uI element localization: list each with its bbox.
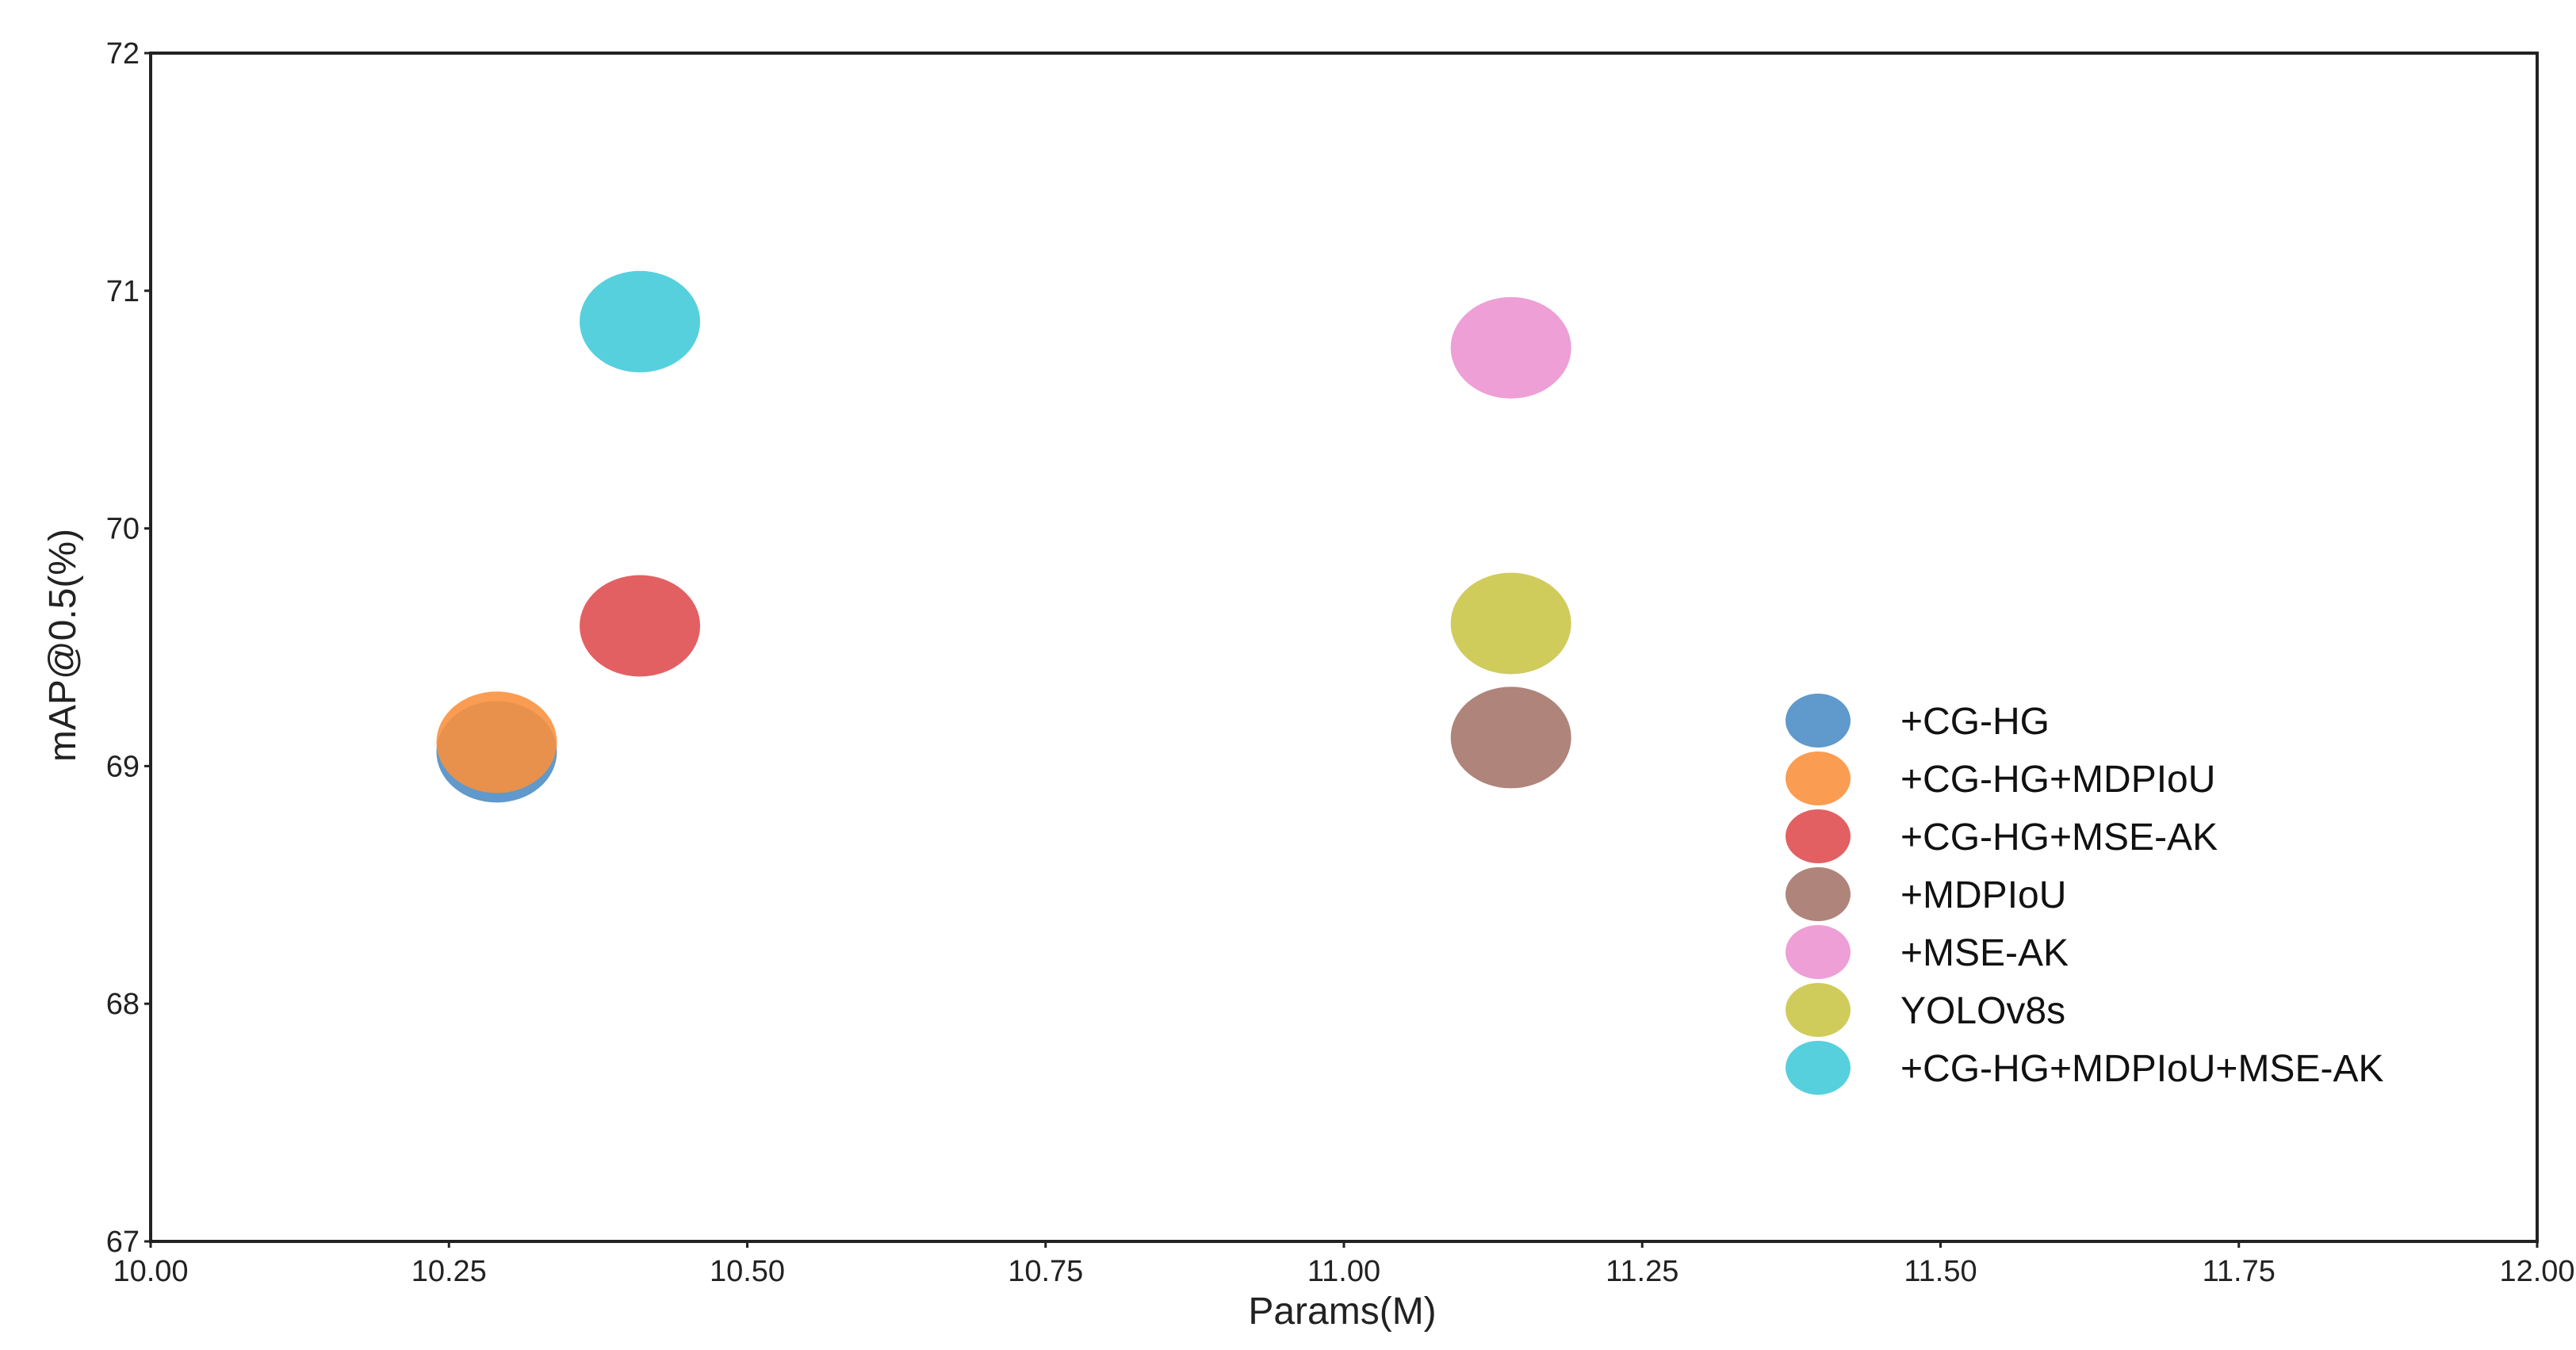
x-tick-label: 11.25	[1606, 1255, 1678, 1288]
x-tick-label: 10.25	[411, 1255, 487, 1288]
legend-label: +CG-HG+MSE-AK	[1900, 817, 2218, 859]
legend-label: +MSE-AK	[1900, 932, 2069, 974]
legend-marker	[1786, 694, 1851, 748]
legend-item: +MDPIoU	[1786, 867, 2066, 921]
data-point-4	[1450, 686, 1571, 789]
y-tick-label: 71	[106, 275, 140, 308]
legend-item: +MSE-AK	[1786, 925, 2069, 979]
legend-item: +CG-HG+MDPIoU	[1786, 751, 2215, 805]
legend-marker	[1786, 1041, 1851, 1095]
x-tick-label: 11.75	[2203, 1255, 2276, 1288]
y-tick-label: 69	[106, 750, 140, 783]
legend-item: +CG-HG+MDPIoU+MSE-AK	[1786, 1041, 2383, 1095]
legend: +CG-HG +CG-HG+MDPIoU +CG-HG+MSE-AK +MDPIoU +…	[1786, 694, 2383, 1095]
y-axis-ticks: 67 68 69 70 71 72	[106, 37, 151, 1259]
x-tick-label: 10.50	[710, 1255, 785, 1288]
legend-label: +CG-HG+MDPIoU+MSE-AK	[1900, 1048, 2383, 1090]
y-tick-label: 72	[106, 37, 140, 71]
x-tick-label: 10.00	[113, 1255, 188, 1288]
y-tick-label: 67	[106, 1226, 140, 1259]
legend-marker	[1786, 983, 1851, 1037]
x-axis-title: Params(M)	[1248, 1291, 1436, 1333]
data-points	[436, 270, 1571, 803]
legend-marker	[1786, 809, 1851, 863]
x-tick-label: 11.00	[1307, 1255, 1380, 1288]
legend-marker	[1786, 751, 1851, 805]
legend-label: +CG-HG	[1900, 701, 2050, 743]
legend-label: +CG-HG+MDPIoU	[1900, 759, 2215, 801]
legend-item: +CG-HG	[1786, 694, 2050, 748]
legend-item: +CG-HG+MSE-AK	[1786, 809, 2218, 863]
legend-item: YOLOv8s	[1786, 983, 2065, 1037]
data-point-6	[1450, 572, 1571, 675]
data-point-3	[580, 575, 701, 677]
legend-marker	[1786, 867, 1851, 921]
data-point-2	[436, 691, 557, 794]
y-tick-label: 68	[106, 988, 140, 1021]
x-axis-ticks: 10.00 10.25 10.50 10.75 11.00 11.25 11.50 11.75…	[113, 1241, 2575, 1288]
data-point-7	[580, 270, 701, 373]
legend-label: YOLOv8s	[1900, 990, 2065, 1032]
x-tick-label: 11.50	[1904, 1255, 1977, 1288]
legend-marker	[1786, 925, 1851, 979]
legend-label: +MDPIoU	[1900, 874, 2066, 916]
y-axis-title: mAP@0.5(%)	[42, 529, 84, 762]
x-tick-label: 10.75	[1008, 1255, 1083, 1288]
x-tick-label: 12.00	[2499, 1255, 2574, 1288]
data-point-5	[1450, 296, 1571, 399]
y-tick-label: 70	[106, 513, 140, 546]
